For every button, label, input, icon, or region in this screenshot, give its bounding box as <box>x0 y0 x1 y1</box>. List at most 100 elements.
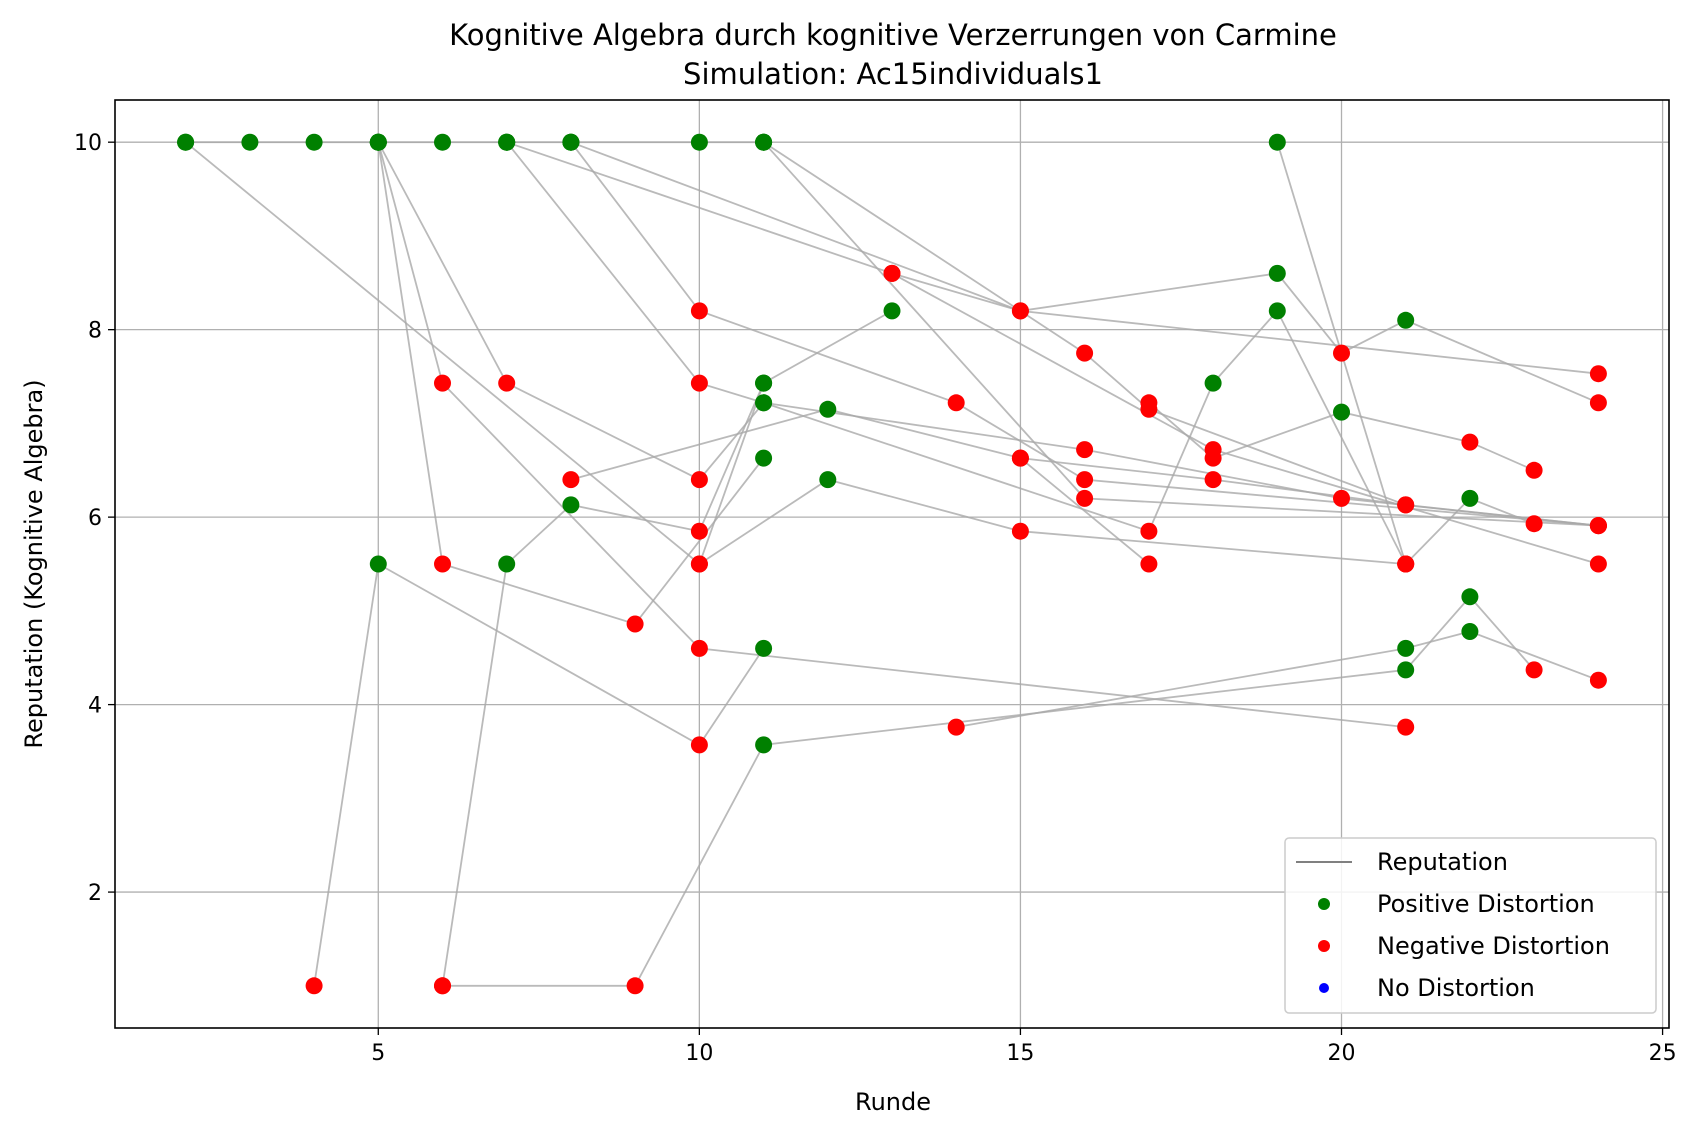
negative-distortion-point <box>1589 555 1607 573</box>
positive-distortion-point <box>755 374 773 392</box>
legend: Reputation Positive Distortion Negative … <box>1284 837 1657 1014</box>
plot-frame <box>114 99 1670 1029</box>
x-tick-label: 25 <box>1649 1041 1677 1066</box>
y-axis-ticks: 2 4 6 8 10 <box>74 131 115 906</box>
positive-distortion-point <box>241 133 259 151</box>
negative-distortion-point <box>1589 517 1607 535</box>
legend-label-reputation: Reputation <box>1377 848 1508 876</box>
negative-distortion-point <box>947 718 965 736</box>
positive-distortion-point <box>819 471 837 489</box>
positive-distortion-point <box>177 133 195 151</box>
positive-distortion-point <box>434 133 451 151</box>
positive-distortion-point <box>1333 403 1350 421</box>
reputation-line <box>377 141 1535 566</box>
reputation-line <box>956 630 1599 728</box>
negative-distortion-point <box>690 374 708 392</box>
legend-marker-none <box>1319 983 1329 993</box>
positive-distortion-point <box>819 400 837 418</box>
reputation-line <box>442 595 1535 987</box>
negative-distortion-point <box>626 977 644 995</box>
negative-distortion-point <box>1140 522 1158 540</box>
positive-distortion-point <box>1461 588 1479 606</box>
y-tick-label: 8 <box>88 319 102 344</box>
negative-distortion-point <box>1397 496 1415 514</box>
negative-distortion-point <box>1140 555 1158 573</box>
negative-distortion-point <box>434 977 451 995</box>
positive-distortion-point <box>1204 374 1222 392</box>
negative-distortion-point <box>1589 671 1607 689</box>
x-axis-ticks: 5 10 15 20 25 <box>371 1028 1677 1066</box>
negative-distortion-point <box>1204 441 1222 459</box>
legend-marker-positive <box>1318 898 1330 910</box>
reputation-line <box>313 562 765 986</box>
negative-distortion-point <box>1589 365 1607 383</box>
reputation-line <box>570 408 1150 565</box>
negative-distortion-point <box>947 394 965 412</box>
positive-distortion-point <box>755 449 773 467</box>
positive-distortion-point <box>755 394 773 412</box>
negative-distortion-point <box>690 639 708 657</box>
positive-distortion-point <box>1397 661 1415 679</box>
x-axis-label: Runde <box>855 1088 931 1116</box>
positive-distortion-point <box>562 496 580 514</box>
positive-distortion-point <box>369 133 387 151</box>
y-tick-label: 10 <box>74 131 102 156</box>
negative-distortion-point <box>1589 394 1607 412</box>
positive-distortion-point <box>755 133 773 151</box>
positive-distortion-point <box>883 302 901 320</box>
y-axis-label: Reputation (Kognitive Algebra) <box>20 379 48 748</box>
positive-distortion-point <box>1268 302 1286 320</box>
x-tick-label: 10 <box>685 1041 713 1066</box>
reputation-line <box>698 478 1406 565</box>
positive-distortion-point <box>498 555 516 573</box>
negative-distortion-point <box>1397 718 1415 736</box>
y-tick-label: 4 <box>88 694 102 719</box>
legend-label-none: No Distortion <box>1377 974 1535 1002</box>
positive-distortion-point <box>1461 623 1479 640</box>
negative-distortion-point <box>434 555 451 573</box>
positive-distortion-point <box>1268 264 1286 282</box>
positive-distortion-point <box>755 639 773 657</box>
legend-box <box>1284 837 1657 1014</box>
negative-distortion-point <box>1140 394 1158 412</box>
distortion-points <box>177 133 1607 995</box>
positive-distortion-point <box>755 736 773 754</box>
positive-distortion-point <box>1461 489 1479 507</box>
negative-distortion-point <box>690 522 708 540</box>
negative-distortion-point <box>1076 471 1094 489</box>
reputation-line <box>377 141 1406 728</box>
negative-distortion-point <box>1011 522 1029 540</box>
positive-distortion-point <box>1268 133 1286 151</box>
negative-distortion-point <box>1011 302 1029 320</box>
positive-distortion-point <box>562 133 580 151</box>
negative-distortion-point <box>434 374 451 392</box>
y-tick-label: 2 <box>88 881 102 906</box>
negative-distortion-point <box>1333 489 1350 507</box>
x-tick-label: 20 <box>1328 1041 1356 1066</box>
legend-label-negative: Negative Distortion <box>1377 932 1610 960</box>
negative-distortion-point <box>690 736 708 754</box>
positive-distortion-point <box>498 133 516 151</box>
chart-title: Kognitive Algebra durch kognitive Verzer… <box>449 18 1337 52</box>
negative-distortion-point <box>626 615 644 633</box>
reputation-line <box>377 142 765 626</box>
negative-distortion-point <box>1525 461 1543 479</box>
negative-distortion-point <box>1011 449 1029 467</box>
positive-distortion-point <box>1397 311 1415 329</box>
negative-distortion-point <box>883 264 901 282</box>
positive-distortion-point <box>1397 639 1415 657</box>
negative-distortion-point <box>1461 433 1479 451</box>
negative-distortion-point <box>498 374 516 392</box>
positive-distortion-point <box>690 133 708 151</box>
negative-distortion-point <box>1076 441 1094 459</box>
reputation-line <box>185 141 893 566</box>
negative-distortion-point <box>1076 489 1094 507</box>
negative-distortion-point <box>690 471 708 489</box>
negative-distortion-point <box>690 302 708 320</box>
negative-distortion-point <box>690 555 708 573</box>
negative-distortion-point <box>305 977 323 995</box>
negative-distortion-point <box>1076 344 1094 362</box>
negative-distortion-point <box>1397 555 1415 573</box>
x-tick-label: 5 <box>371 1041 385 1066</box>
